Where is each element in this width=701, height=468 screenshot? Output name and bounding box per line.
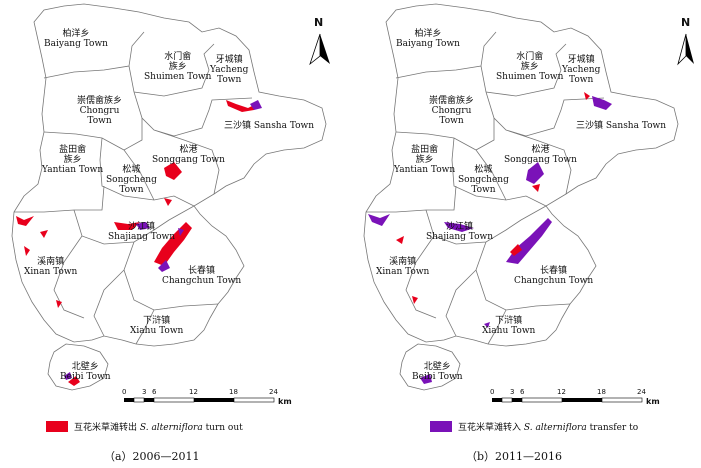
town-label-xinan: 溪南镇 Xinan Town xyxy=(24,257,78,277)
town-label-songgang: 松港 Songgang Town xyxy=(504,145,577,165)
town-label-songcheng: 松城 Songcheng Town xyxy=(458,165,509,195)
town-label-songgang: 松港 Songgang Town xyxy=(152,145,225,165)
county-boundary-map xyxy=(363,3,694,403)
scale-tick-3: 3 xyxy=(142,388,147,396)
panel-caption: （a）2006—2011 xyxy=(104,450,200,463)
county-boundary-map xyxy=(11,3,330,403)
town-label-xinan: 溪南镇 Xinan Town xyxy=(376,257,430,277)
panel-caption: （b）2011—2016 xyxy=(466,450,563,463)
scale-unit: km xyxy=(646,397,660,406)
town-label-shajiang: 沙江镇 Shajiang Town xyxy=(426,222,494,242)
legend-suffix: turn out xyxy=(202,423,243,433)
scale-tick-18: 18 xyxy=(597,388,606,396)
legend-turn-out: 互花米草滩转出 S. alterniflora turn out xyxy=(46,420,243,433)
town-label-songcheng: 松城 Songcheng Town xyxy=(106,165,157,195)
county-outline xyxy=(363,3,679,347)
scale-tick-0: 0 xyxy=(490,388,495,396)
scale-tick-12: 12 xyxy=(557,388,566,396)
scale-tick-24: 24 xyxy=(269,388,278,396)
town-boundaries xyxy=(14,31,253,345)
town-label-shajiang: 沙江镇 Shajiang Town xyxy=(108,222,176,242)
legend-suffix: transfer to xyxy=(586,423,639,433)
town-label-sansha: 三沙镇 Sansha Town xyxy=(224,121,315,131)
north-arrow xyxy=(309,33,330,66)
town-label-changchun: 长春镇 Changchun Town xyxy=(162,266,242,286)
scale-tick-3: 3 xyxy=(510,388,515,396)
town-label-sansha: 三沙镇 Sansha Town xyxy=(576,121,667,131)
town-boundaries xyxy=(366,31,605,345)
north-label: N xyxy=(681,16,691,29)
scale-tick-18: 18 xyxy=(229,388,238,396)
town-label-yacheng: 牙城镇 Yacheng Town xyxy=(210,55,249,85)
map-panel-b: N 柏洋乡 Baiyang Town 水门畲 族乡 Shuimen Town 牙城镇 Y… xyxy=(356,0,696,468)
turn-out-patches xyxy=(16,100,256,386)
town-label-chongru: 崇儒畲族乡 Chongru Town xyxy=(77,96,123,126)
legend-species: S. alterniflora xyxy=(523,423,587,433)
map-panel-a: N 柏洋乡 Baiyang Town 水门畲 族乡 Shuimen Town 牙城镇 Y… xyxy=(4,0,344,468)
legend-swatch xyxy=(430,421,452,432)
legend-prefix: 互花米草滩转入 xyxy=(458,423,524,433)
town-label-yantian: 盐田畲 族乡 Yantian Town xyxy=(394,145,456,175)
town-label-yantian: 盐田畲 族乡 Yantian Town xyxy=(42,145,104,175)
town-label-shuimen: 水门畲 族乡 Shuimen Town xyxy=(144,52,212,82)
legend-transfer-to: 互花米草滩转入 S. alterniflora transfer to xyxy=(430,420,638,433)
county-outline xyxy=(11,3,327,347)
beibi-outline xyxy=(399,343,461,391)
transfer-patches xyxy=(64,100,262,380)
legend-prefix: 互花米草滩转出 xyxy=(74,423,140,433)
town-label-baiyang: 柏洋乡 Baiyang Town xyxy=(44,29,108,49)
town-label-baiyang: 柏洋乡 Baiyang Town xyxy=(396,29,460,49)
scale-tick-6: 6 xyxy=(152,388,157,396)
north-arrow xyxy=(677,33,694,66)
legend-species: S. alterniflora xyxy=(139,423,203,433)
scale-tick-6: 6 xyxy=(520,388,525,396)
scale-tick-12: 12 xyxy=(189,388,198,396)
scale-bar xyxy=(124,397,275,403)
beibi-outline xyxy=(47,343,109,391)
town-label-shuimen: 水门畲 族乡 Shuimen Town xyxy=(496,52,564,82)
north-label: N xyxy=(314,16,324,29)
town-label-beibi: 北壁乡 Beibi Town xyxy=(60,362,111,382)
town-label-changchun: 长春镇 Changchun Town xyxy=(514,266,594,286)
town-label-xiahu: 下浒镇 Xiahu Town xyxy=(130,316,184,336)
legend-swatch xyxy=(46,421,68,432)
town-label-beibi: 北壁乡 Beibi Town xyxy=(412,362,463,382)
scale-tick-24: 24 xyxy=(637,388,646,396)
town-label-chongru: 崇儒畲族乡 Chongru Town xyxy=(429,96,475,126)
turn-out-patches xyxy=(396,92,590,304)
scale-unit: km xyxy=(278,397,292,406)
town-label-xiahu: 下浒镇 Xiahu Town xyxy=(482,316,536,336)
scale-bar xyxy=(492,397,643,403)
town-label-yacheng: 牙城镇 Yacheng Town xyxy=(562,55,601,85)
scale-tick-0: 0 xyxy=(122,388,127,396)
